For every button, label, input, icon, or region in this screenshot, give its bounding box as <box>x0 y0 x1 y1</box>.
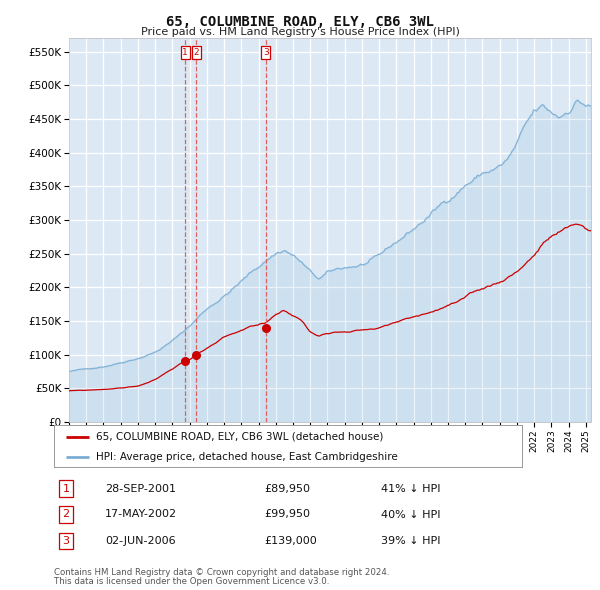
Text: 28-SEP-2001: 28-SEP-2001 <box>105 484 176 493</box>
Text: 3: 3 <box>263 48 269 57</box>
Text: 2: 2 <box>193 48 199 57</box>
Text: This data is licensed under the Open Government Licence v3.0.: This data is licensed under the Open Gov… <box>54 577 329 586</box>
Text: 3: 3 <box>62 536 70 546</box>
Text: 41% ↓ HPI: 41% ↓ HPI <box>381 484 440 493</box>
Text: £99,950: £99,950 <box>264 510 310 519</box>
Text: HPI: Average price, detached house, East Cambridgeshire: HPI: Average price, detached house, East… <box>96 452 398 461</box>
Text: 39% ↓ HPI: 39% ↓ HPI <box>381 536 440 546</box>
Text: 40% ↓ HPI: 40% ↓ HPI <box>381 510 440 519</box>
Text: £139,000: £139,000 <box>264 536 317 546</box>
Text: 65, COLUMBINE ROAD, ELY, CB6 3WL (detached house): 65, COLUMBINE ROAD, ELY, CB6 3WL (detach… <box>96 432 383 442</box>
Text: Price paid vs. HM Land Registry's House Price Index (HPI): Price paid vs. HM Land Registry's House … <box>140 27 460 37</box>
Text: £89,950: £89,950 <box>264 484 310 493</box>
Text: 65, COLUMBINE ROAD, ELY, CB6 3WL: 65, COLUMBINE ROAD, ELY, CB6 3WL <box>166 15 434 29</box>
Text: 02-JUN-2006: 02-JUN-2006 <box>105 536 176 546</box>
Text: 2: 2 <box>62 510 70 519</box>
Text: Contains HM Land Registry data © Crown copyright and database right 2024.: Contains HM Land Registry data © Crown c… <box>54 568 389 576</box>
Text: 17-MAY-2002: 17-MAY-2002 <box>105 510 177 519</box>
Text: 1: 1 <box>182 48 188 57</box>
Text: 1: 1 <box>62 484 70 493</box>
